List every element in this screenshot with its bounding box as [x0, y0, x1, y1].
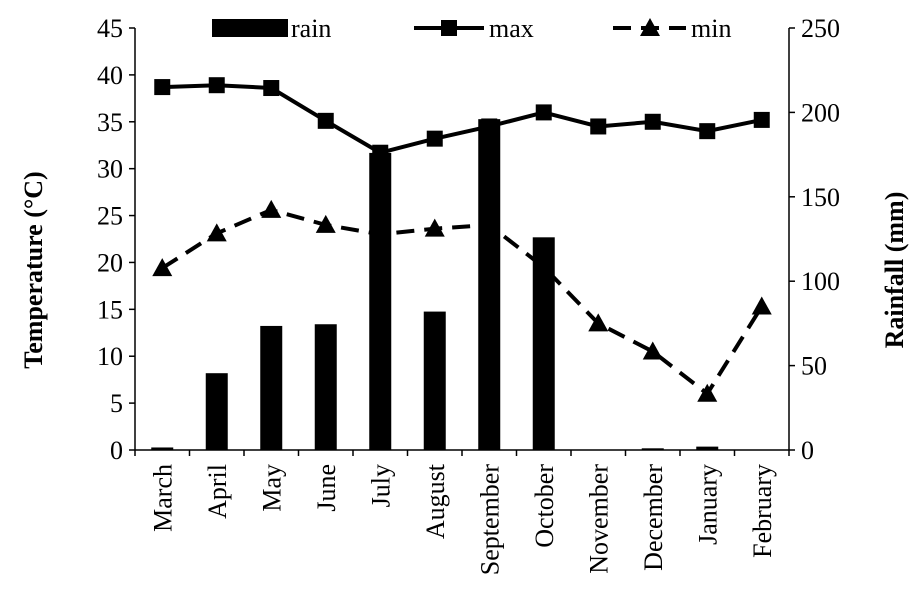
left-tick-label: 5 [110, 389, 123, 418]
min-point [152, 258, 173, 277]
max-point [644, 113, 661, 130]
right-tick-label: 200 [801, 98, 840, 127]
right-tick-label: 0 [801, 436, 814, 465]
x-category-label: November [584, 464, 613, 574]
left-tick-label: 25 [97, 202, 123, 231]
x-category-label: October [530, 464, 559, 548]
min-point [642, 341, 663, 360]
min-point [479, 214, 500, 233]
left-tick-label: 0 [110, 436, 123, 465]
x-category-label: April [203, 464, 232, 519]
rain-bar [696, 446, 719, 450]
max-point [481, 118, 498, 135]
legend-min-marker [640, 18, 660, 36]
x-category-label: January [693, 464, 722, 545]
left-axis-title: Temperature (°C) [19, 171, 48, 368]
left-tick-label: 45 [97, 14, 123, 43]
x-category-label: March [148, 464, 177, 532]
min-point [315, 214, 336, 233]
x-category-label: December [639, 464, 668, 571]
max-point [426, 130, 443, 147]
max-point [753, 111, 770, 128]
left-tick-label: 40 [97, 61, 123, 90]
max-point [372, 144, 389, 161]
left-tick-label: 30 [97, 155, 123, 184]
left-tick-label: 10 [97, 342, 123, 371]
left-tick-label: 15 [97, 295, 123, 324]
min-point [424, 218, 445, 237]
legend-rain-label: rain [291, 14, 331, 43]
right-axis-title: Rainfall (mm) [880, 192, 909, 349]
min-point [751, 296, 772, 315]
legend-max-label: max [489, 14, 534, 43]
min-line [161, 207, 764, 396]
max-point [590, 118, 607, 135]
rain-bar [369, 152, 392, 451]
x-category-label: June [312, 464, 341, 512]
left-tick-label: 20 [97, 248, 123, 277]
legend-min-label: min [691, 14, 731, 43]
right-tick-label: 100 [801, 267, 840, 296]
x-category-label: September [475, 464, 504, 576]
temperature-lines [152, 77, 772, 402]
x-category-label: February [748, 464, 777, 558]
rain-bar [532, 237, 555, 450]
rain-bar [641, 448, 664, 450]
legend-rain-swatch [212, 19, 288, 37]
rain-bar [478, 119, 501, 450]
max-line [162, 83, 763, 155]
legend-max-marker [441, 20, 457, 36]
right-tick-label: 250 [801, 14, 840, 43]
max-point [317, 112, 334, 129]
rain-bar [314, 324, 337, 450]
right-tick-label: 150 [801, 183, 840, 212]
rain-bar [151, 447, 174, 450]
rain-bars [151, 119, 719, 451]
max-point [699, 123, 716, 140]
max-point [535, 104, 552, 121]
max-point [208, 77, 225, 94]
rain-bar [423, 311, 446, 450]
min-point [697, 383, 718, 402]
max-point [154, 79, 171, 96]
legend: rain max min [212, 14, 731, 43]
min-point [533, 257, 554, 276]
x-category-label: August [421, 463, 450, 539]
max-point [263, 80, 280, 97]
min-point [261, 199, 282, 218]
rain-bar [260, 325, 283, 450]
x-category-label: May [257, 464, 286, 512]
min-point [206, 223, 227, 242]
rain-bar [205, 373, 228, 450]
x-category-label: July [366, 464, 395, 507]
tick-labels: 0 5 10 15 20 25 30 35 40 45 0 50 100 150 200 250 March Ap… [97, 14, 840, 575]
right-tick-label: 50 [801, 352, 827, 381]
axes [129, 27, 795, 456]
min-point [588, 313, 609, 332]
min-point [370, 224, 391, 243]
left-tick-label: 35 [97, 108, 123, 137]
